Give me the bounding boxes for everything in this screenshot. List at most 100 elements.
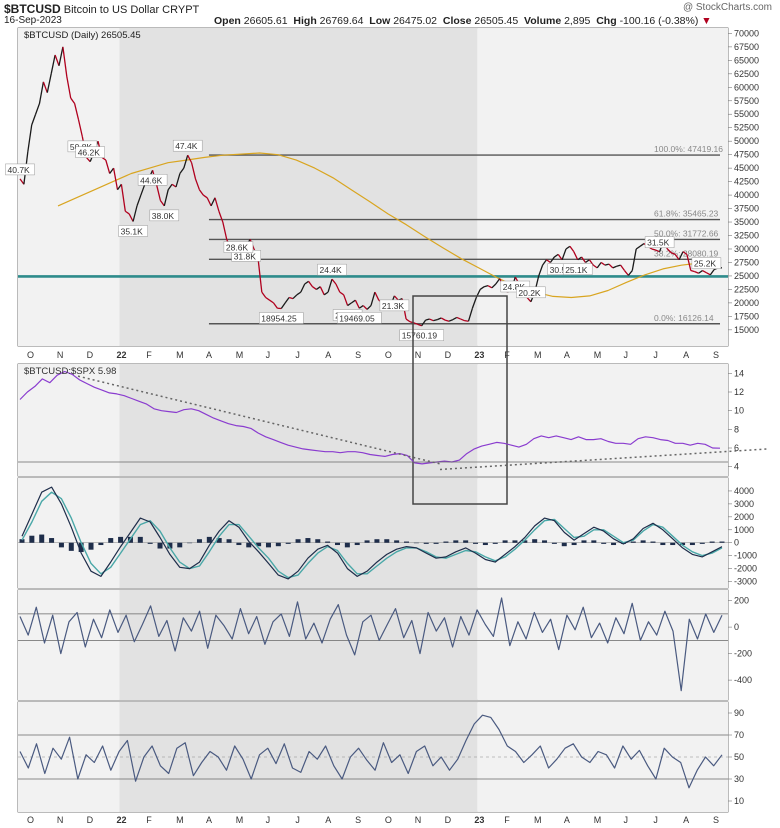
price-annotation: 31.8K bbox=[234, 251, 257, 261]
ratio-line bbox=[19, 370, 721, 465]
price-annotation: 35.1K bbox=[121, 226, 144, 236]
price-segment bbox=[120, 184, 126, 212]
x-tick-label: N bbox=[57, 350, 64, 360]
y-tick-label: -3000 bbox=[734, 577, 757, 587]
low-value: 26475.02 bbox=[393, 15, 438, 27]
y-tick-label: 60000 bbox=[734, 82, 759, 92]
exchange: CRYPT bbox=[162, 4, 200, 16]
price-segment bbox=[456, 316, 461, 320]
price-segment bbox=[54, 54, 60, 66]
y-tick-label: 3000 bbox=[734, 499, 754, 509]
macd-histogram-bar bbox=[630, 541, 636, 543]
price-segment bbox=[272, 302, 278, 309]
x-tick-label: O bbox=[27, 350, 34, 360]
price-segment bbox=[27, 124, 33, 153]
y-tick-label: 25000 bbox=[734, 271, 759, 281]
price-segment bbox=[491, 283, 497, 289]
price-segment bbox=[288, 296, 294, 300]
price-segment bbox=[351, 299, 356, 304]
price-annotation: 19469.05 bbox=[339, 313, 375, 323]
y-tick-label: 4000 bbox=[734, 486, 754, 496]
price-segment bbox=[429, 318, 434, 322]
chg-label: Chg bbox=[596, 15, 617, 27]
y-tick-label: 35000 bbox=[734, 217, 759, 227]
price-segment bbox=[694, 271, 699, 274]
macd-histogram-bar bbox=[167, 542, 173, 549]
x-tick-label: M bbox=[236, 350, 244, 360]
band-2023 bbox=[477, 28, 728, 346]
price-annotation: 38.0K bbox=[152, 211, 175, 221]
x-tick-label: S bbox=[713, 815, 719, 825]
y-tick-label: -200 bbox=[734, 649, 752, 659]
macd-histogram-bar bbox=[463, 540, 469, 543]
y-tick-label: 200 bbox=[734, 596, 749, 606]
y-tick-label: 6 bbox=[734, 443, 739, 453]
price-segment bbox=[444, 319, 450, 322]
macd-histogram-bar bbox=[275, 542, 281, 547]
price-segment bbox=[265, 296, 270, 301]
price-segment bbox=[85, 156, 91, 163]
macd-histogram-bar bbox=[315, 539, 321, 543]
highlight-box bbox=[412, 295, 508, 505]
price-segment bbox=[112, 168, 119, 190]
macd-histogram-bar bbox=[177, 542, 183, 548]
x-tick-label: N bbox=[415, 815, 422, 825]
y-tick-label: 50000 bbox=[734, 136, 759, 146]
price-segment bbox=[354, 299, 360, 309]
price-segment bbox=[467, 308, 474, 322]
price-segment bbox=[690, 269, 695, 273]
price-segment bbox=[706, 272, 711, 276]
y-tick-label: 30 bbox=[734, 774, 744, 784]
macd-histogram-bar bbox=[68, 542, 74, 551]
price-segment bbox=[635, 245, 641, 250]
band-2023 bbox=[477, 364, 728, 476]
price-segment bbox=[179, 167, 185, 174]
band-2021 bbox=[18, 478, 120, 588]
price-annotation: 44.6K bbox=[140, 175, 163, 185]
price-segment bbox=[600, 261, 606, 266]
annotation-box bbox=[172, 139, 203, 152]
price-segment bbox=[362, 305, 368, 310]
ohlc-readout: Open 26605.61 High 26769.64 Low 26475.02… bbox=[214, 15, 712, 27]
price-annotation: 46.2K bbox=[78, 148, 101, 158]
price-segment bbox=[526, 297, 532, 303]
price-segment bbox=[464, 320, 469, 322]
macd-histogram-bar bbox=[384, 539, 390, 543]
y-tick-label: 70000 bbox=[734, 28, 759, 38]
macd-histogram-bar bbox=[246, 542, 252, 548]
price-segment bbox=[257, 256, 263, 293]
y-tick-label: -2000 bbox=[734, 564, 757, 574]
chg-value: -100.16 (-0.38%) bbox=[619, 15, 699, 27]
macd-histogram-bar bbox=[98, 542, 104, 546]
price-segment bbox=[261, 291, 267, 298]
price-segment bbox=[573, 251, 579, 261]
macd-histogram-bar bbox=[226, 539, 232, 543]
x-tick-label: F bbox=[146, 350, 152, 360]
y-tick-label: 14 bbox=[734, 368, 744, 378]
down-arrow-icon: ▼ bbox=[701, 15, 712, 27]
y-tick-label: 32500 bbox=[734, 231, 759, 241]
macd-histogram-bar bbox=[542, 540, 548, 543]
x-tick-label: J bbox=[624, 350, 629, 360]
macd-histogram-bar bbox=[325, 541, 331, 543]
price-segment bbox=[393, 295, 399, 301]
price-annotation: 28.6K bbox=[226, 243, 249, 253]
annotation-box bbox=[644, 236, 675, 248]
band-2022 bbox=[119, 478, 478, 588]
macd-histogram-bar bbox=[206, 536, 212, 543]
x-tick-label: J bbox=[266, 350, 271, 360]
band-2022 bbox=[119, 28, 478, 346]
macd-signal-line bbox=[21, 491, 723, 579]
y-tick-label: 27500 bbox=[734, 257, 759, 267]
annotation-box bbox=[75, 146, 105, 158]
y-tick-label: 20000 bbox=[734, 298, 759, 308]
price-segment bbox=[557, 253, 563, 261]
price-segment bbox=[183, 155, 189, 169]
y-tick-label: 2000 bbox=[734, 512, 754, 522]
x-tick-label: M bbox=[594, 350, 602, 360]
macd-histogram-bar bbox=[443, 541, 449, 543]
x-tick-label: A bbox=[683, 815, 689, 825]
open-label: Open bbox=[214, 15, 241, 27]
annotation-box bbox=[562, 263, 593, 276]
